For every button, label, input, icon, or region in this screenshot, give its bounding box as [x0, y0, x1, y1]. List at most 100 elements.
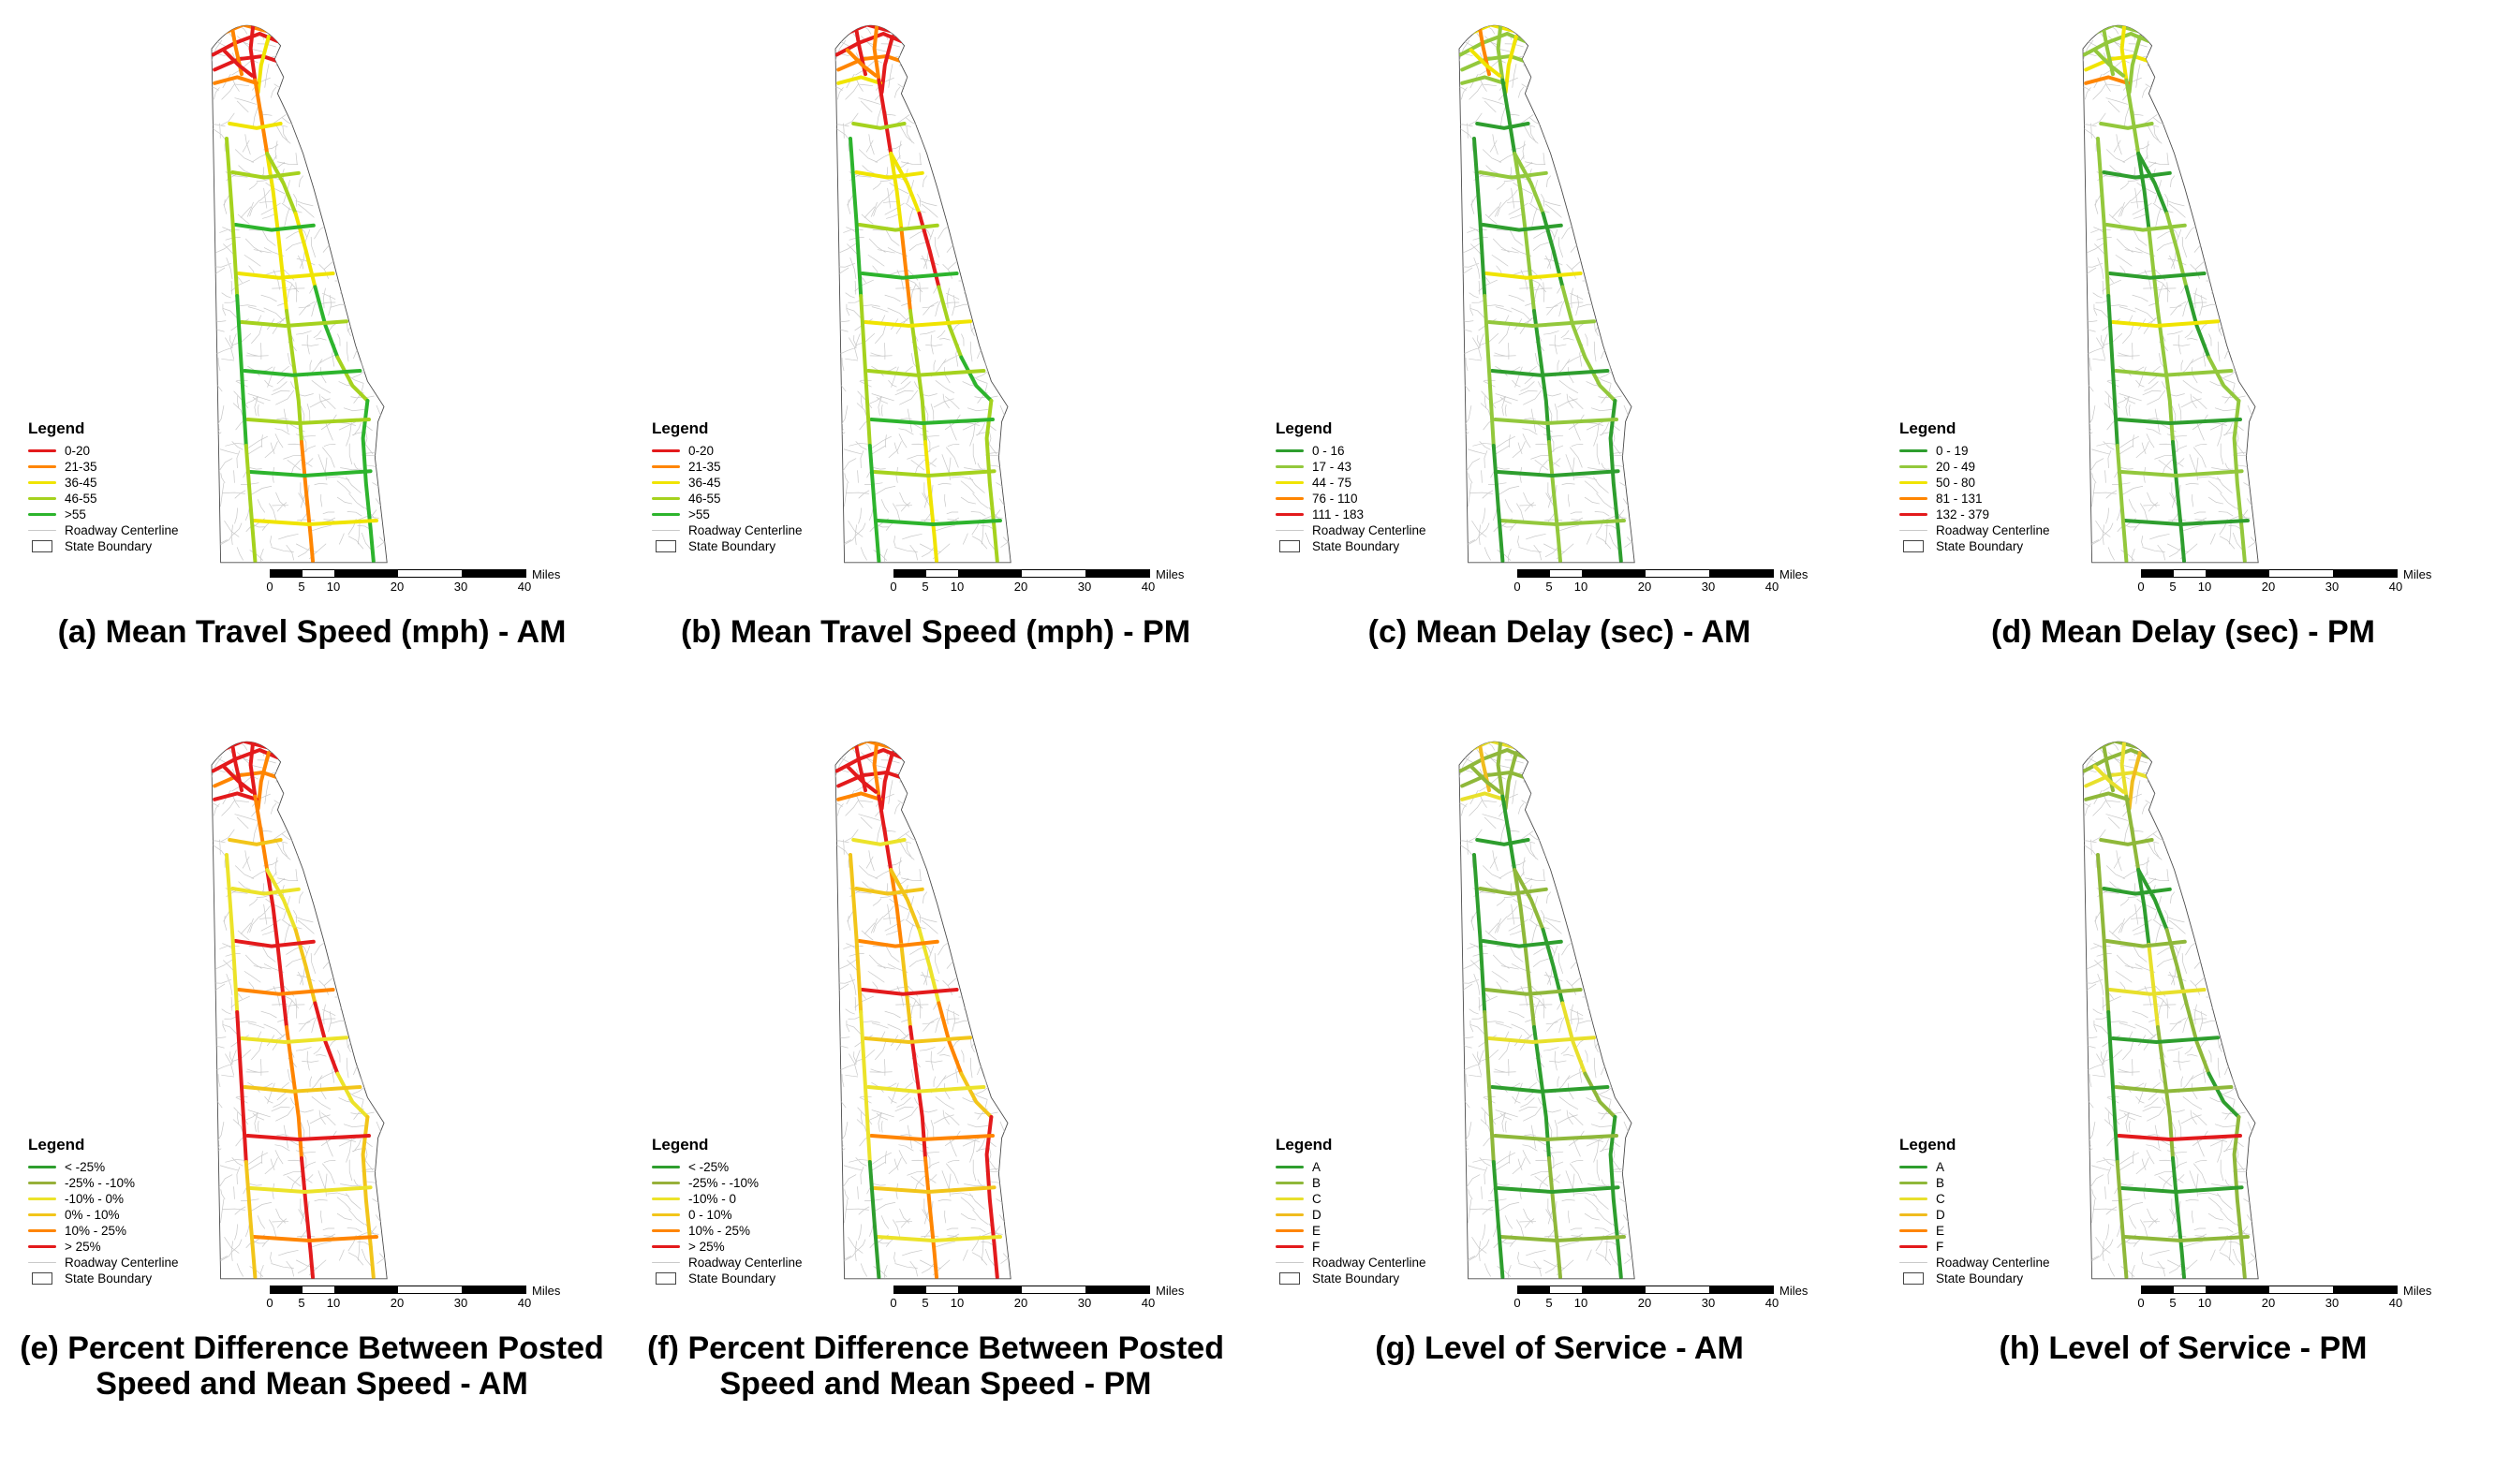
road-segment — [860, 272, 959, 280]
scale-tick-label: 40 — [517, 580, 532, 594]
legend-label: Roadway Centerline — [688, 523, 803, 537]
scale-tick-label: 30 — [1701, 1296, 1716, 1310]
legend-item: A — [1276, 1159, 1444, 1175]
centerline-swatch — [1899, 530, 1929, 531]
road-segment — [1583, 355, 1617, 403]
scale-bar-segment — [958, 1286, 1022, 1293]
panel-caption: (g) Level of Service - AM — [1375, 1330, 1744, 1366]
scale-bar-track — [2141, 1286, 2398, 1294]
scale-tick-label: 40 — [1764, 580, 1779, 594]
scale-bar-segment — [2142, 570, 2174, 577]
road-segment — [851, 122, 907, 130]
scale-unit-label: Miles — [2403, 567, 2432, 581]
road-segment — [2092, 764, 2126, 794]
legend-label: State Boundary — [1312, 539, 1400, 553]
legend-item: Roadway Centerline — [652, 1255, 820, 1271]
road-class-swatch — [652, 481, 682, 484]
scale-tick-label: 20 — [1013, 1296, 1028, 1310]
road-segment — [233, 223, 316, 232]
centerline-swatch — [652, 530, 682, 531]
scale-tick-label: 20 — [1637, 1296, 1652, 1310]
scale-tick-label: 5 — [922, 580, 929, 594]
scale-tick-label: 0 — [1513, 580, 1521, 594]
road-segment — [845, 764, 878, 794]
scale-tick-label: 20 — [390, 580, 405, 594]
legend-label: State Boundary — [65, 1271, 153, 1286]
legend-label: 36-45 — [65, 476, 97, 490]
legend-item: 46-55 — [28, 491, 197, 507]
scale-tick-label: 40 — [2388, 580, 2403, 594]
panel-g: Legend A B C D E F Roadway Centerline State Bou… — [1248, 726, 1871, 1447]
legend-label: F — [1312, 1240, 1321, 1254]
road-class-swatch — [652, 1213, 682, 1216]
legend-item: 132 - 379 — [1899, 507, 2068, 522]
road-class-swatch — [1899, 1245, 1929, 1248]
scale-tick-label: 40 — [1141, 1296, 1156, 1310]
legend-item: 21-35 — [652, 459, 820, 475]
road-segment — [2124, 794, 2141, 872]
road-segment — [253, 78, 270, 155]
road-segment — [875, 1235, 1002, 1243]
road-segment — [213, 791, 258, 801]
legend-label: 46-55 — [688, 492, 721, 506]
road-class-swatch — [652, 1245, 682, 1248]
legend-item: D — [1276, 1207, 1444, 1223]
scale-tick-label: 5 — [1545, 580, 1553, 594]
road-segment — [872, 25, 881, 82]
road-segment — [836, 791, 882, 801]
road-segment — [233, 939, 316, 948]
road-class-swatch — [1899, 465, 1929, 468]
scale-tick-label: 10 — [326, 580, 341, 594]
scale-bar-segment — [1085, 570, 1149, 577]
road-segment — [1498, 1235, 1626, 1243]
road-segment — [2117, 418, 2242, 426]
map-svg — [2082, 741, 2259, 1280]
legend-item: 46-55 — [652, 491, 820, 507]
road-segment — [2171, 440, 2186, 563]
road-segment — [1493, 418, 1618, 426]
legend-items: < -25% -25% - -10% -10% - 0% 0% - 10% 10% - … — [28, 1159, 197, 1286]
road-class-swatch — [1276, 1213, 1306, 1216]
road-segment — [2096, 137, 2111, 298]
road-segment — [2104, 223, 2187, 232]
scale-tick-label: 10 — [950, 580, 965, 594]
legend-item: -25% - -10% — [28, 1175, 197, 1191]
legend-label: State Boundary — [688, 1271, 776, 1286]
road-segment — [265, 868, 280, 947]
map-delaware — [2038, 9, 2293, 582]
road-segment — [251, 1235, 378, 1243]
road-segment — [2084, 791, 2130, 801]
centerline-swatch — [1276, 530, 1306, 531]
scale-bar-segment — [2206, 570, 2269, 577]
road-class-swatch — [1276, 481, 1306, 484]
scale-bar-segment — [334, 1286, 398, 1293]
scale-tick-label: 20 — [390, 1296, 405, 1310]
legend-item: State Boundary — [1899, 1271, 2068, 1286]
road-segment — [2136, 152, 2169, 215]
legend-title: Legend — [1276, 419, 1333, 437]
legend-item: 10% - 25% — [28, 1223, 197, 1239]
scale-bar: 0 5 10 20 30 40 Miles — [266, 1282, 588, 1314]
road-segment — [313, 1001, 340, 1076]
legend-item: 21-35 — [28, 459, 197, 475]
road-class-swatch — [652, 1182, 682, 1184]
legend-label: B — [1312, 1176, 1321, 1190]
scale-bar-track — [270, 1286, 526, 1294]
road-segment — [859, 294, 872, 448]
scale-bar-segment — [2333, 570, 2397, 577]
scale-tick-label: 0 — [2137, 1296, 2145, 1310]
legend-label: 0 - 10% — [688, 1208, 732, 1222]
scale-unit-label: Miles — [532, 567, 561, 581]
road-segment — [248, 469, 373, 478]
legend: Legend < -25% -25% - -10% -10% - 0 0 - 10% 1… — [652, 1136, 820, 1286]
road-segment — [899, 227, 912, 313]
road-class-swatch — [28, 1245, 58, 1248]
road-segment — [335, 1071, 370, 1119]
road-segment — [240, 1036, 348, 1045]
legend-item: < -25% — [28, 1159, 197, 1175]
legend-item: Roadway Centerline — [1899, 522, 2068, 538]
state-boundary-swatch — [652, 540, 682, 552]
legend-title: Legend — [1899, 419, 1956, 437]
legend-item: 0-20 — [652, 443, 820, 459]
road-network — [2083, 25, 2250, 563]
